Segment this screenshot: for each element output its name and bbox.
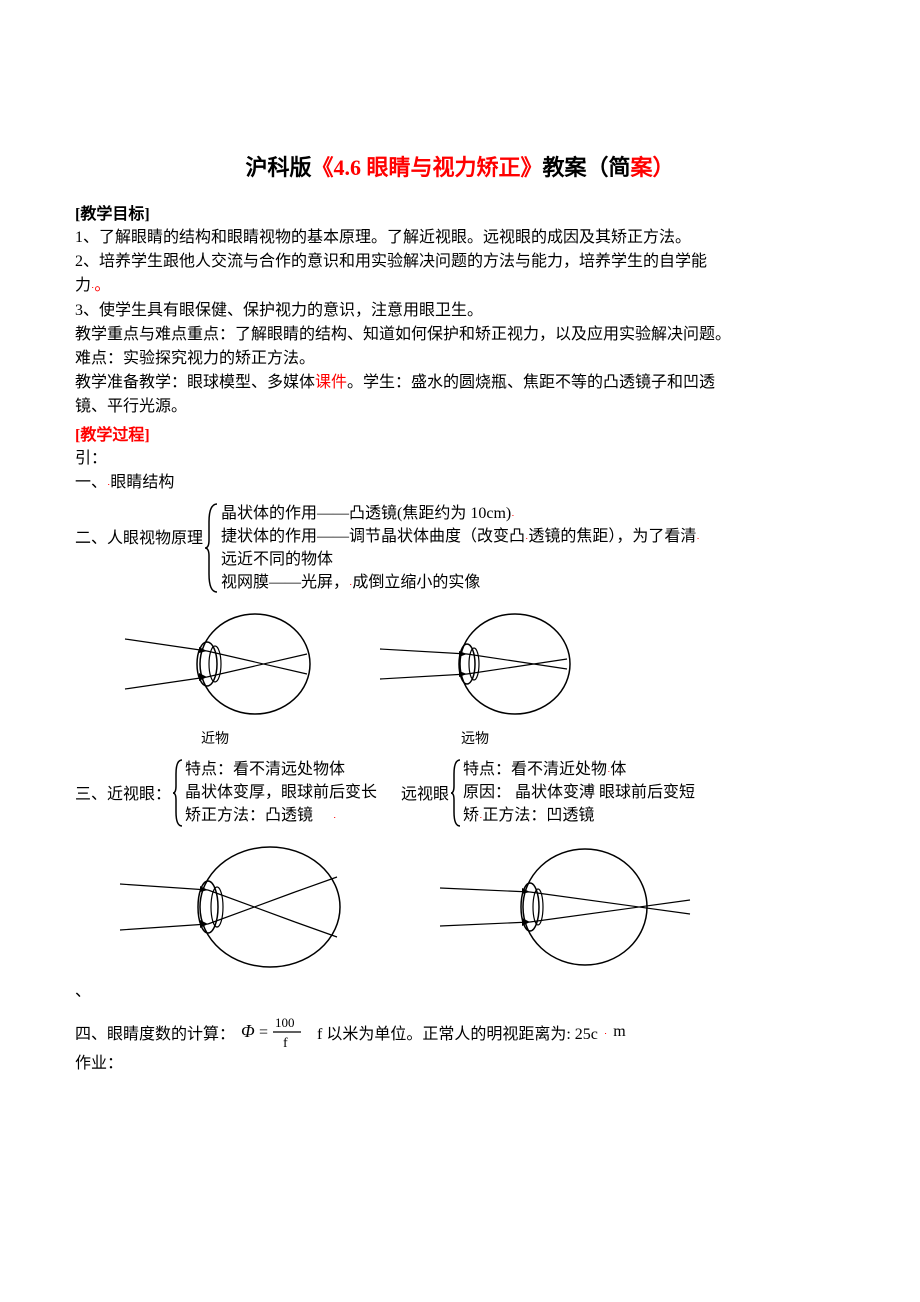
svg-text:f: f (283, 1036, 288, 1051)
far-l3a: 矫 (463, 807, 479, 824)
sec4-unit: f 以米为单位。正常人的明视距离为: 25c (317, 1020, 598, 1044)
tick-mark: 、 (75, 980, 845, 1003)
near-caption: 近物 (115, 728, 315, 748)
section-2-lines: 晶状体的作用——凸透镜(焦距约为 10cm)․ 捷状体的作用——调节晶状体曲度（… (221, 502, 700, 595)
goal-3: 3、使学生具有眼保健、保护视力的意识，注意用眼卫生。 (75, 299, 845, 322)
svg-text:=: = (259, 1024, 268, 1041)
far-label: 远视眼 (401, 758, 449, 804)
sec2-l4: 视网膜——光屏，․成倒立缩小的实像 (221, 571, 700, 594)
sec3-label: 三、近视眼： (75, 758, 171, 804)
goal-2-tail: 力 (75, 277, 91, 294)
sec2-l2a: 捷状体的作用——调节晶状体曲度（改变凸 (221, 528, 525, 545)
near-l3: 矫正方法：凸透镜 ․ (185, 804, 377, 827)
sec2-l2-dot2: ․ (696, 531, 699, 542)
sec2-l3: 远近不同的物体 (221, 548, 700, 571)
near-l3-dot: ․ (333, 810, 336, 821)
goal-2-period: 。 (94, 277, 110, 294)
far-object-diagram: 远物 (375, 609, 575, 748)
eye-diagram-row-2 (115, 842, 845, 972)
far-l3b: 正方法：凹透镜 (482, 807, 594, 824)
section-1: 一、․眼睛结构 (75, 471, 845, 494)
sec2-l1: 晶状体的作用——凸透镜(焦距约为 10cm)․ (221, 502, 700, 525)
goal-1: 1、了解眼睛的结构和眼睛视物的基本原理。了解近视眼。远视眼的成因及其矫正方法。 (75, 226, 845, 249)
near-l1: 特点：看不清远处物体 (185, 758, 377, 781)
section-2-wrap: 二、人眼视物原理 晶状体的作用——凸透镜(焦距约为 10cm)․ 捷状体的作用—… (75, 502, 845, 595)
sec1-a: 一、 (75, 474, 107, 491)
title-part-4: 案） (631, 155, 675, 180)
title-part-3: 教案（简 (543, 155, 631, 180)
hyperopia-eye-icon (435, 842, 695, 972)
myopia-lines: 特点：看不清远处物体 晶状体变厚，眼球前后变长 矫正方法：凸透镜 ․ (185, 758, 377, 828)
near-object-diagram: 近物 (115, 609, 315, 748)
title-part-1: 沪科版 (245, 155, 311, 180)
sec2-l2: 捷状体的作用——调节晶状体曲度（改变凸․透镜的焦距），为了看清․ (221, 525, 700, 548)
sec2-l2b: 透镜的焦距），为了看清 (528, 528, 696, 545)
formula-icon: Φ = 100 f (241, 1013, 311, 1051)
sec1-b: 眼睛结构 (110, 474, 174, 491)
far-l2: 原因： 晶状体变溥 眼球前后变短 (463, 781, 695, 804)
section-4-row: 四、眼睛度数的计算： Φ = 100 f f 以米为单位。正常人的明视距离为: … (75, 1013, 845, 1051)
myopia-eye-icon (115, 842, 345, 972)
homework-label: 作业： (75, 1052, 845, 1075)
left-brace-3-icon (449, 758, 463, 828)
goals-header: [教学目标] (75, 200, 845, 224)
section-2-label: 二、人眼视物原理 (75, 502, 203, 548)
process-header: [教学过程] (75, 421, 845, 445)
far-caption: 远物 (375, 728, 575, 748)
eye-near-icon (115, 609, 315, 719)
eye-diagram-row-1: 近物 远物 (115, 609, 845, 748)
goal-2-line-1: 2、培养学生跟他人交流与合作的意识和用实验解决问题的方法与能力，培养学生的自学能 (75, 250, 845, 273)
title-part-2: 《4.6 眼睛与视力矫正》 (311, 155, 542, 180)
sec2-l1a: 晶状体的作用——凸透镜(焦距约为 10cm) (221, 505, 511, 522)
intro-label: 引： (75, 447, 845, 470)
near-l3-text: 矫正方法：凸透镜 (185, 807, 313, 824)
sec2-l4a: 视网膜——光屏， (221, 574, 349, 591)
near-l2: 晶状体变厚，眼球前后变长 (185, 781, 377, 804)
prep-a: 教学准备教学：眼球模型、多媒体 (75, 374, 315, 391)
focus-line-1: 教学重点与难点重点：了解眼睛的结构、知道如何保护和矫正视力，以及应用实验解决问题… (75, 323, 845, 346)
section-3-wrap: 三、近视眼： 特点：看不清远处物体 晶状体变厚，眼球前后变长 矫正方法：凸透镜 … (75, 758, 845, 828)
svg-text:100: 100 (275, 1015, 295, 1030)
prep-b: 。学生：盛水的圆烧瓶、焦距不等的凸透镜子和凹透 (347, 374, 715, 391)
far-l1: 特点：看不清近处物․体 (463, 758, 695, 781)
sec2-l4b: 成倒立缩小的实像 (352, 574, 480, 591)
sec4-dot: ․ (604, 1026, 607, 1037)
eye-far-icon (375, 609, 575, 719)
hyperopia-lines: 特点：看不清近处物․体 原因： 晶状体变溥 眼球前后变短 矫․正方法：凹透镜 (463, 758, 695, 828)
sec2-l1-dot: ․ (511, 508, 514, 519)
focus-line-2: 难点：实验探究视力的矫正方法。 (75, 347, 845, 370)
far-l1b: 体 (610, 761, 626, 778)
prep-red: 课件 (315, 374, 347, 391)
left-brace-2-icon (171, 758, 185, 828)
goal-2-line-2: 力․。 (75, 274, 845, 297)
prep-line-1: 教学准备教学：眼球模型、多媒体课件。学生：盛水的圆烧瓶、焦距不等的凸透镜子和凹透 (75, 371, 845, 394)
far-l3: 矫․正方法：凹透镜 (463, 804, 695, 827)
svg-text:Φ: Φ (241, 1021, 255, 1041)
far-l1a: 特点：看不清近处物 (463, 761, 607, 778)
page-title: 沪科版《4.6 眼睛与视力矫正》教案（简案） (75, 150, 845, 182)
sec4-label: 四、眼睛度数的计算： (75, 1020, 235, 1044)
prep-line-2: 镜、平行光源。 (75, 395, 845, 418)
sec4-unit-end: m (613, 1023, 625, 1041)
left-brace-icon (203, 502, 221, 594)
